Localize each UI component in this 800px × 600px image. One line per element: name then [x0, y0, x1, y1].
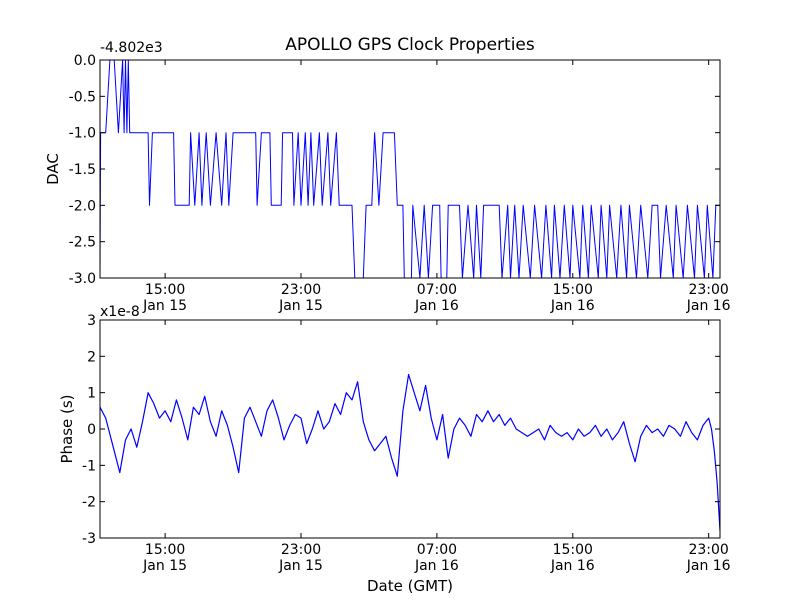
x-tick-label-time: 23:00	[281, 282, 321, 298]
x-tick-label-time: 15:00	[145, 542, 185, 558]
series-line-phase	[100, 373, 720, 531]
y-tick-label: -1.0	[69, 126, 96, 142]
x-tick-label-date: Jan 16	[686, 558, 731, 574]
x-tick-label-date: Jan 16	[550, 298, 595, 314]
x-tick-label-time: 23:00	[688, 542, 728, 558]
x-tick-label-time: 07:00	[417, 542, 457, 558]
y-tick-label: -3.0	[69, 271, 96, 287]
axis-offset-label: x1e-8	[100, 304, 140, 320]
y-tick-label: -2.0	[69, 198, 96, 214]
series-line-dac	[100, 60, 720, 278]
x-tick-label-time: 23:00	[281, 542, 321, 558]
x-tick-label-time: 15:00	[145, 282, 185, 298]
y-tick-label: -2	[82, 495, 96, 511]
y-tick-label: -1.5	[69, 162, 96, 178]
y-axis-label: DAC	[44, 153, 62, 185]
y-tick-label: 1	[87, 386, 96, 402]
y-tick-label: -3	[82, 531, 96, 547]
y-tick-label: -1	[82, 458, 96, 474]
x-tick-label-date: Jan 16	[414, 298, 459, 314]
x-tick-label-time: 23:00	[688, 282, 728, 298]
figure-title: APOLLO GPS Clock Properties	[285, 35, 535, 55]
y-tick-label: 0.0	[74, 53, 96, 69]
x-tick-label-time: 15:00	[553, 282, 593, 298]
axis-offset-label: -4.802e3	[100, 40, 163, 56]
y-tick-label: 0	[87, 422, 96, 438]
y-tick-label: 3	[87, 313, 96, 329]
y-tick-label: -2.5	[69, 235, 96, 251]
x-tick-label-time: 15:00	[553, 542, 593, 558]
y-tick-label: 2	[87, 349, 96, 365]
x-tick-label-date: Jan 15	[142, 558, 187, 574]
x-tick-label-date: Jan 16	[686, 298, 731, 314]
x-tick-label-date: Jan 15	[278, 298, 323, 314]
x-axis-label: Date (GMT)	[367, 577, 453, 595]
y-tick-label: -0.5	[69, 89, 96, 105]
x-tick-label-date: Jan 15	[142, 298, 187, 314]
x-tick-label-time: 07:00	[417, 282, 457, 298]
x-tick-label-date: Jan 16	[550, 558, 595, 574]
y-axis-label: Phase (s)	[58, 394, 76, 463]
x-tick-label-date: Jan 16	[414, 558, 459, 574]
x-tick-label-date: Jan 15	[278, 558, 323, 574]
